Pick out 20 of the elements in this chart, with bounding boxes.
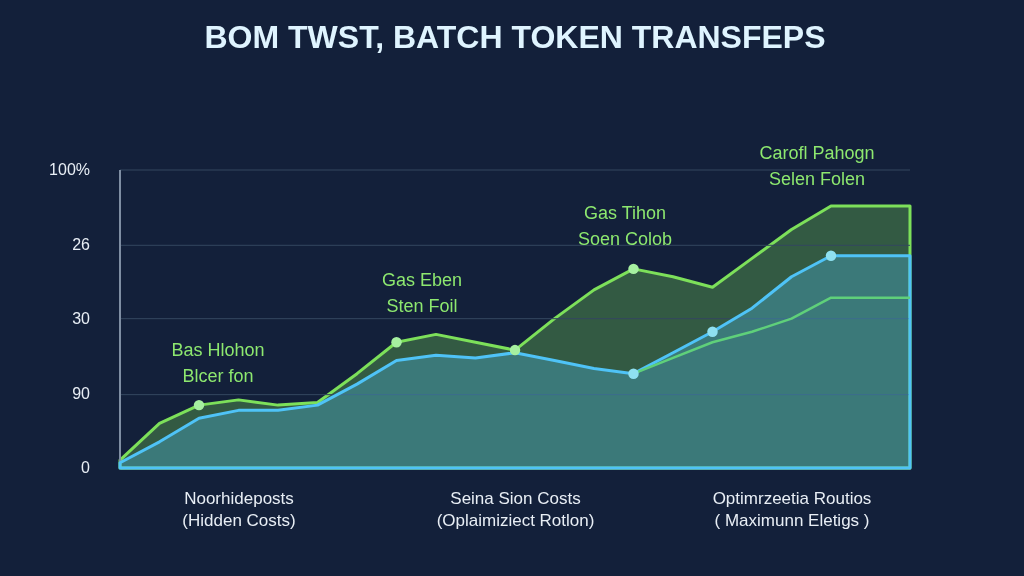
text: 26 <box>72 235 91 253</box>
point <box>628 263 639 275</box>
point <box>628 368 639 379</box>
point <box>825 250 837 262</box>
text: 90 <box>72 384 91 402</box>
x-tick-label: Optimrzeetia Routios ( Maximunn Eletigs ) <box>712 488 872 530</box>
x-tick-label: Noorhideposts (Hidden Costs) <box>182 488 296 530</box>
annotation: Gas Eben Sten Foil <box>381 270 463 316</box>
text: 30 <box>72 310 91 327</box>
chart-title: BOM TWST, BATCH TOKEN TRANSFEPS <box>204 19 826 55</box>
point <box>509 344 521 356</box>
x-tick-label: Seina Sion Costs (Oplaimiziect Rotlon) <box>436 488 595 530</box>
annotation: Bas Hlohon Blcer fon <box>171 340 265 386</box>
text: 100% <box>49 161 90 178</box>
text: 0 <box>81 459 91 476</box>
text: Carofl Pahogn Selen Folen <box>759 143 875 189</box>
annotation: Gas Tihon Soen Colob <box>577 203 673 249</box>
point <box>391 337 402 348</box>
point <box>707 326 718 337</box>
point <box>193 399 205 411</box>
